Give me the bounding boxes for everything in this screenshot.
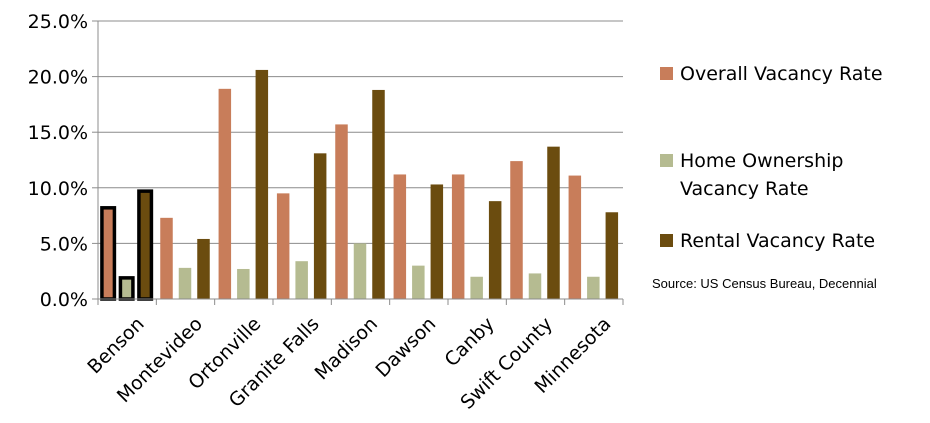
legend-item-rental: Rental Vacancy Rate — [660, 227, 875, 255]
y-tick-label: 15.0% — [28, 122, 88, 144]
bar-0-canby — [451, 174, 465, 299]
x-tick-label: Dawson — [372, 313, 441, 382]
bar-2-ortonville — [255, 69, 269, 299]
legend-item-overall: Overall Vacancy Rate — [660, 60, 883, 88]
y-tick-label: 0.0% — [40, 289, 88, 311]
bar-2-benson — [137, 189, 154, 301]
bar-1-montevideo — [178, 267, 192, 299]
bar-1-minnesota — [587, 276, 600, 299]
grid-lines — [92, 20, 623, 300]
y-tick-labels: 0.0% 5.0% 10.0% 15.0% 20.0% 25.0% — [28, 11, 88, 311]
bar-2-montevideo — [197, 238, 210, 299]
bar-1-benson — [118, 276, 135, 301]
x-tick-label: Canby — [441, 313, 499, 371]
legend-label-overall: Overall Vacancy Rate — [680, 63, 883, 85]
bar-0-ortonville — [218, 88, 232, 299]
bar-2-madison — [372, 89, 385, 299]
bar-0-swift-county — [510, 161, 523, 299]
bar-0-montevideo — [160, 217, 173, 299]
source-note: Source: US Census Bureau, Decennial — [652, 276, 877, 291]
legend-label-home-ownership-line1: Home Ownership — [680, 150, 844, 172]
bar-2-canby — [488, 201, 502, 299]
y-tick-label: 5.0% — [40, 233, 88, 255]
bar-1-dawson — [412, 265, 425, 299]
bar-1-swift-county — [528, 273, 542, 299]
bar-1-granite-falls — [295, 261, 308, 299]
bar-2-granite-falls — [313, 153, 327, 299]
bar-1-madison — [353, 243, 367, 299]
axes — [97, 21, 624, 305]
bar-0-benson — [100, 206, 117, 301]
legend-swatch-overall — [660, 67, 673, 80]
y-tick-label: 20.0% — [28, 67, 88, 89]
x-tick-label: Madison — [311, 313, 382, 384]
bars-group — [100, 69, 619, 301]
bar-0-madison — [335, 124, 348, 299]
legend-item-home-ownership: Home Ownership Vacancy Rate — [660, 147, 843, 203]
legend-swatch-rental — [660, 234, 673, 247]
bar-2-minnesota — [605, 212, 619, 299]
bar-1-ortonville — [237, 268, 250, 299]
y-tick-label: 10.0% — [28, 178, 88, 200]
bar-2-dawson — [430, 184, 444, 299]
legend-label-home-ownership-line2: Vacancy Rate — [680, 178, 809, 200]
bar-0-minnesota — [568, 175, 582, 299]
bar-0-granite-falls — [276, 193, 290, 299]
bar-0-dawson — [393, 174, 407, 299]
bar-2-swift-county — [547, 146, 560, 299]
legend-swatch-home-ownership — [660, 154, 673, 167]
bar-1-canby — [470, 276, 483, 299]
legend-label-rental: Rental Vacancy Rate — [680, 230, 876, 252]
legend-label-home-ownership: Home Ownership Vacancy Rate — [680, 147, 843, 203]
y-tick-label: 25.0% — [28, 11, 88, 33]
